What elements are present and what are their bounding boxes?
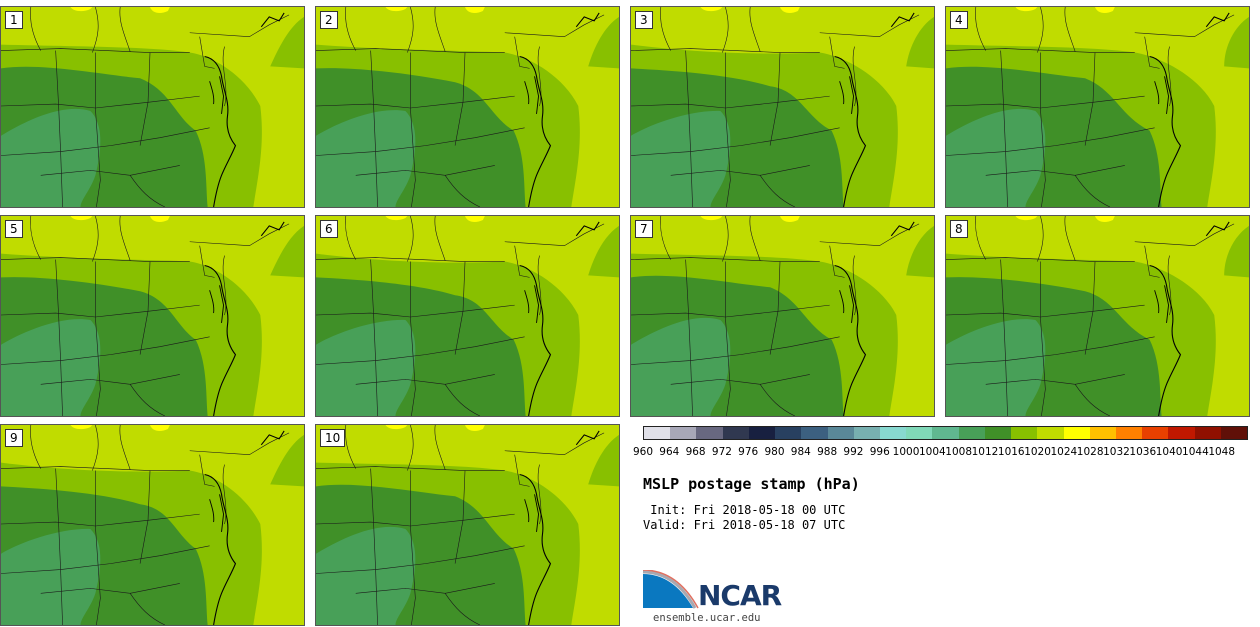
pressure-colorbar bbox=[643, 426, 1248, 440]
colorbar-tick-label: 988 bbox=[817, 446, 838, 458]
colorbar-swatch bbox=[1168, 427, 1195, 439]
ensemble-member-map: 3 bbox=[630, 6, 935, 208]
site-url: ensemble.ucar.edu bbox=[653, 612, 761, 624]
valid-time: Valid: Fri 2018-05-18 07 UTC bbox=[643, 518, 846, 532]
colorbar-swatch bbox=[932, 427, 959, 439]
colorbar-tick-label: 1040 bbox=[1155, 446, 1183, 458]
colorbar-tick-label: 984 bbox=[790, 446, 811, 458]
ensemble-member-map: 9 bbox=[0, 424, 305, 626]
ensemble-member-map: 2 bbox=[315, 6, 620, 208]
colorbar-tick-label: 1024 bbox=[1050, 446, 1078, 458]
ensemble-member-map: 5 bbox=[0, 215, 305, 417]
colorbar-tick-label: 1032 bbox=[1103, 446, 1130, 458]
colorbar-swatch bbox=[644, 427, 671, 439]
colorbar-tick-label: 996 bbox=[869, 446, 890, 458]
colorbar-tick-label: 992 bbox=[843, 446, 864, 458]
member-number-label: 2 bbox=[320, 11, 338, 29]
ncar-logo-text: NCAR bbox=[698, 579, 782, 612]
figure-title: MSLP postage stamp (hPa) bbox=[643, 475, 860, 493]
member-number-label: 10 bbox=[320, 429, 346, 447]
member-number-label: 8 bbox=[950, 220, 968, 238]
colorbar-tick-label: 976 bbox=[738, 446, 759, 458]
colorbar-tick-label: 1036 bbox=[1129, 446, 1157, 458]
colorbar-tick-labels: 960 964 968 972 976 980 984 988 992 996 1000 1004 10… bbox=[633, 446, 1258, 460]
colorbar-swatch bbox=[1115, 427, 1143, 439]
ensemble-member-map: 6 bbox=[315, 215, 620, 417]
colorbar-swatch bbox=[906, 427, 933, 439]
colorbar-swatch bbox=[1037, 427, 1064, 439]
colorbar-tick-label: 1028 bbox=[1076, 446, 1104, 458]
colorbar-tick-label: 1020 bbox=[1024, 446, 1051, 458]
colorbar-swatch bbox=[827, 427, 854, 439]
colorbar-swatch bbox=[984, 427, 1012, 439]
colorbar-tick-label: 960 bbox=[632, 446, 654, 458]
ensemble-member-map: 8 bbox=[945, 215, 1250, 417]
colorbar-swatch bbox=[1089, 427, 1116, 439]
colorbar-swatch bbox=[1142, 427, 1169, 439]
colorbar-tick-label: 1044 bbox=[1182, 446, 1209, 458]
colorbar-tick-label: 964 bbox=[659, 446, 680, 458]
colorbar-swatch bbox=[801, 427, 828, 439]
colorbar-swatch bbox=[958, 427, 985, 439]
colorbar-tick-label: 1000 bbox=[892, 446, 920, 458]
colorbar-swatch bbox=[775, 427, 802, 439]
colorbar-swatch bbox=[1220, 427, 1248, 439]
colorbar-tick-label: 1012 bbox=[971, 446, 999, 458]
colorbar-swatch bbox=[1011, 427, 1038, 439]
colorbar-tick-label: 980 bbox=[764, 446, 785, 458]
ensemble-member-map: 1 bbox=[0, 6, 305, 208]
colorbar-tick-label: 1016 bbox=[997, 446, 1025, 458]
member-number-label: 6 bbox=[320, 220, 338, 238]
ncar-logo-icon bbox=[643, 570, 699, 609]
ensemble-member-map: 7 bbox=[630, 215, 935, 417]
colorbar-tick-label: 968 bbox=[685, 446, 706, 458]
colorbar-swatch bbox=[670, 427, 697, 439]
colorbar-swatch bbox=[879, 427, 907, 439]
colorbar-swatch bbox=[1194, 427, 1221, 439]
colorbar-tick-label: 1008 bbox=[945, 446, 973, 458]
member-number-label: 3 bbox=[635, 11, 653, 29]
colorbar-swatch bbox=[722, 427, 749, 439]
ensemble-member-map: 4 bbox=[945, 6, 1250, 208]
colorbar-tick-label: 1048 bbox=[1208, 446, 1236, 458]
member-number-label: 4 bbox=[950, 11, 968, 29]
member-number-label: 1 bbox=[5, 11, 23, 29]
member-number-label: 7 bbox=[635, 220, 653, 238]
member-number-label: 5 bbox=[5, 220, 23, 238]
colorbar-swatch bbox=[1063, 427, 1090, 439]
colorbar-swatch bbox=[748, 427, 776, 439]
ensemble-member-map: 10 bbox=[315, 424, 620, 626]
colorbar-tick-label: 1004 bbox=[918, 446, 946, 458]
colorbar-swatch bbox=[853, 427, 880, 439]
member-number-label: 9 bbox=[5, 429, 23, 447]
colorbar-swatch bbox=[696, 427, 723, 439]
colorbar-tick-label: 972 bbox=[711, 446, 732, 458]
init-time: Init: Fri 2018-05-18 00 UTC bbox=[643, 503, 846, 517]
